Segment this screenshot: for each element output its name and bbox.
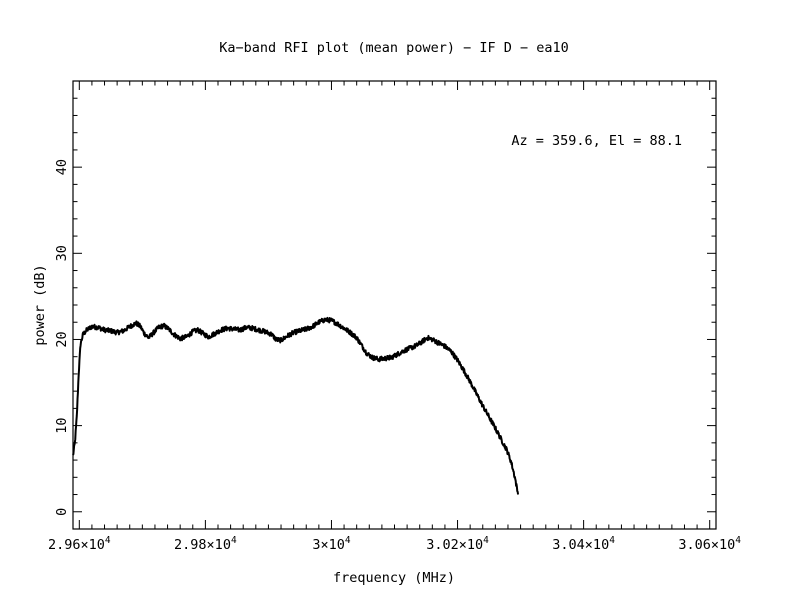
tick-labels: 2.96×104 2.98×104 3×104 3.02×104 3.04×104 3.0…	[48, 159, 741, 553]
y-axis-label: power (dB)	[32, 264, 48, 345]
x-tick-label: 3×104	[312, 535, 351, 553]
y-tick-label: 0	[54, 508, 70, 516]
x-tick-label: 2.96×104	[48, 535, 111, 553]
series-line	[72, 316, 520, 495]
x-tick-label: 3.04×104	[552, 535, 615, 553]
y-tick-label: 40	[54, 159, 70, 175]
x-axis-label: frequency (MHz)	[333, 570, 455, 586]
x-tick-label: 3.02×104	[426, 535, 489, 553]
y-tick-label: 20	[54, 331, 70, 347]
plot-area: 2.96×104 2.98×104 3×104 3.02×104 3.04×104 3.0…	[48, 80, 741, 553]
chart-title: Ka−band RFI plot (mean power) − IF D − e…	[219, 40, 569, 56]
annotation-az-el: Az = 359.6, El = 88.1	[511, 133, 682, 149]
y-tick-label: 30	[54, 245, 70, 261]
x-tick-label: 2.98×104	[174, 535, 237, 553]
x-tick-label: 3.06×104	[678, 535, 741, 553]
y-tick-label: 10	[54, 417, 70, 433]
axis-ticks	[73, 80, 716, 530]
